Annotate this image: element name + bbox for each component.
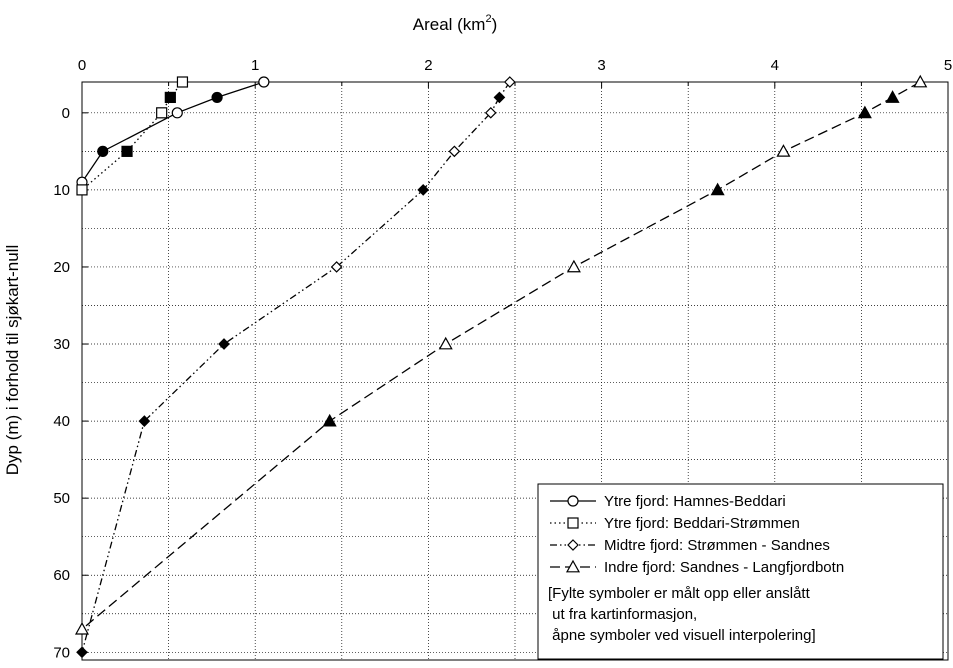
data-point-circle xyxy=(97,145,109,157)
series-4 xyxy=(74,74,928,635)
data-point-diamond xyxy=(503,76,516,88)
data-point-diamond xyxy=(138,415,151,427)
legend-label-3: Midtre fjord: Strømmen - Sandnes xyxy=(604,537,830,554)
legend-note-line-3: åpne symboler ved visuell interpolering] xyxy=(548,627,816,644)
data-point-triangle xyxy=(885,90,900,103)
data-point-triangle xyxy=(74,621,90,635)
data-point-diamond xyxy=(76,646,88,659)
legend-note-line-2: ut fra kartinformasjon, xyxy=(548,606,697,623)
legend-box xyxy=(537,483,944,660)
data-point-triangle xyxy=(322,413,337,427)
data-point-square xyxy=(164,91,176,104)
x-tick-label: 0 xyxy=(78,57,86,74)
legend-marker-square xyxy=(567,517,579,529)
y-tick-label: 70 xyxy=(53,644,70,661)
data-point-diamond xyxy=(218,338,230,350)
data-point-triangle xyxy=(776,144,791,157)
series-line-3 xyxy=(81,81,511,653)
data-point-square xyxy=(156,107,168,119)
y-tick-label: 60 xyxy=(53,567,70,584)
data-point-circle xyxy=(211,91,223,104)
data-point-triangle xyxy=(710,182,725,196)
y-axis-title: Dyp (m) i forhold til sjøkart-null xyxy=(3,245,22,476)
series-3 xyxy=(76,76,516,659)
x-axis-title: Areal (km2) xyxy=(413,13,498,34)
legend-note-line-1: [Fylte symboler er målt opp eller anslåt… xyxy=(548,585,811,602)
legend: Ytre fjord: Hamnes-Beddari Ytre fjord: Be… xyxy=(537,483,944,660)
data-point-triangle xyxy=(857,105,872,119)
x-tick-label: 1 xyxy=(251,57,259,74)
y-tick-label: 50 xyxy=(53,490,70,507)
y-tick-label: 30 xyxy=(53,336,70,353)
data-point-diamond xyxy=(417,184,430,196)
data-point-diamond xyxy=(330,261,343,273)
legend-marker-circle xyxy=(567,495,579,507)
data-point-triangle xyxy=(566,259,581,273)
legend-label-4: Indre fjord: Sandnes - Langfjordbotn xyxy=(604,559,844,576)
legend-label-2: Ytre fjord: Beddari-Strømmen xyxy=(604,515,800,532)
data-point-square xyxy=(176,76,189,88)
data-point-triangle xyxy=(913,74,928,88)
x-tick-label: 4 xyxy=(771,57,779,74)
data-point-triangle xyxy=(438,336,453,350)
data-point-circle xyxy=(258,76,270,88)
x-tick-label: 5 xyxy=(944,57,952,74)
data-point-square xyxy=(76,184,88,196)
x-tick-label: 2 xyxy=(424,57,432,74)
x-tick-label: 3 xyxy=(597,57,605,74)
data-point-diamond xyxy=(493,91,506,104)
data-point-circle xyxy=(171,107,183,119)
y-tick-label: 0 xyxy=(62,105,70,122)
legend-marker-diamond xyxy=(567,539,579,551)
y-tick-label: 20 xyxy=(53,259,70,276)
legend-marker-triangle xyxy=(565,559,581,573)
data-point-square xyxy=(121,145,133,157)
legend-label-1: Ytre fjord: Hamnes-Beddari xyxy=(604,493,786,510)
series-layer xyxy=(74,74,928,659)
legend-entries: Ytre fjord: Hamnes-Beddari Ytre fjord: Be… xyxy=(550,493,844,576)
series-2 xyxy=(76,76,189,196)
y-tick-label: 10 xyxy=(53,182,70,199)
data-point-diamond xyxy=(448,145,461,158)
y-tick-label: 40 xyxy=(53,413,70,430)
data-point-diamond xyxy=(484,106,497,119)
